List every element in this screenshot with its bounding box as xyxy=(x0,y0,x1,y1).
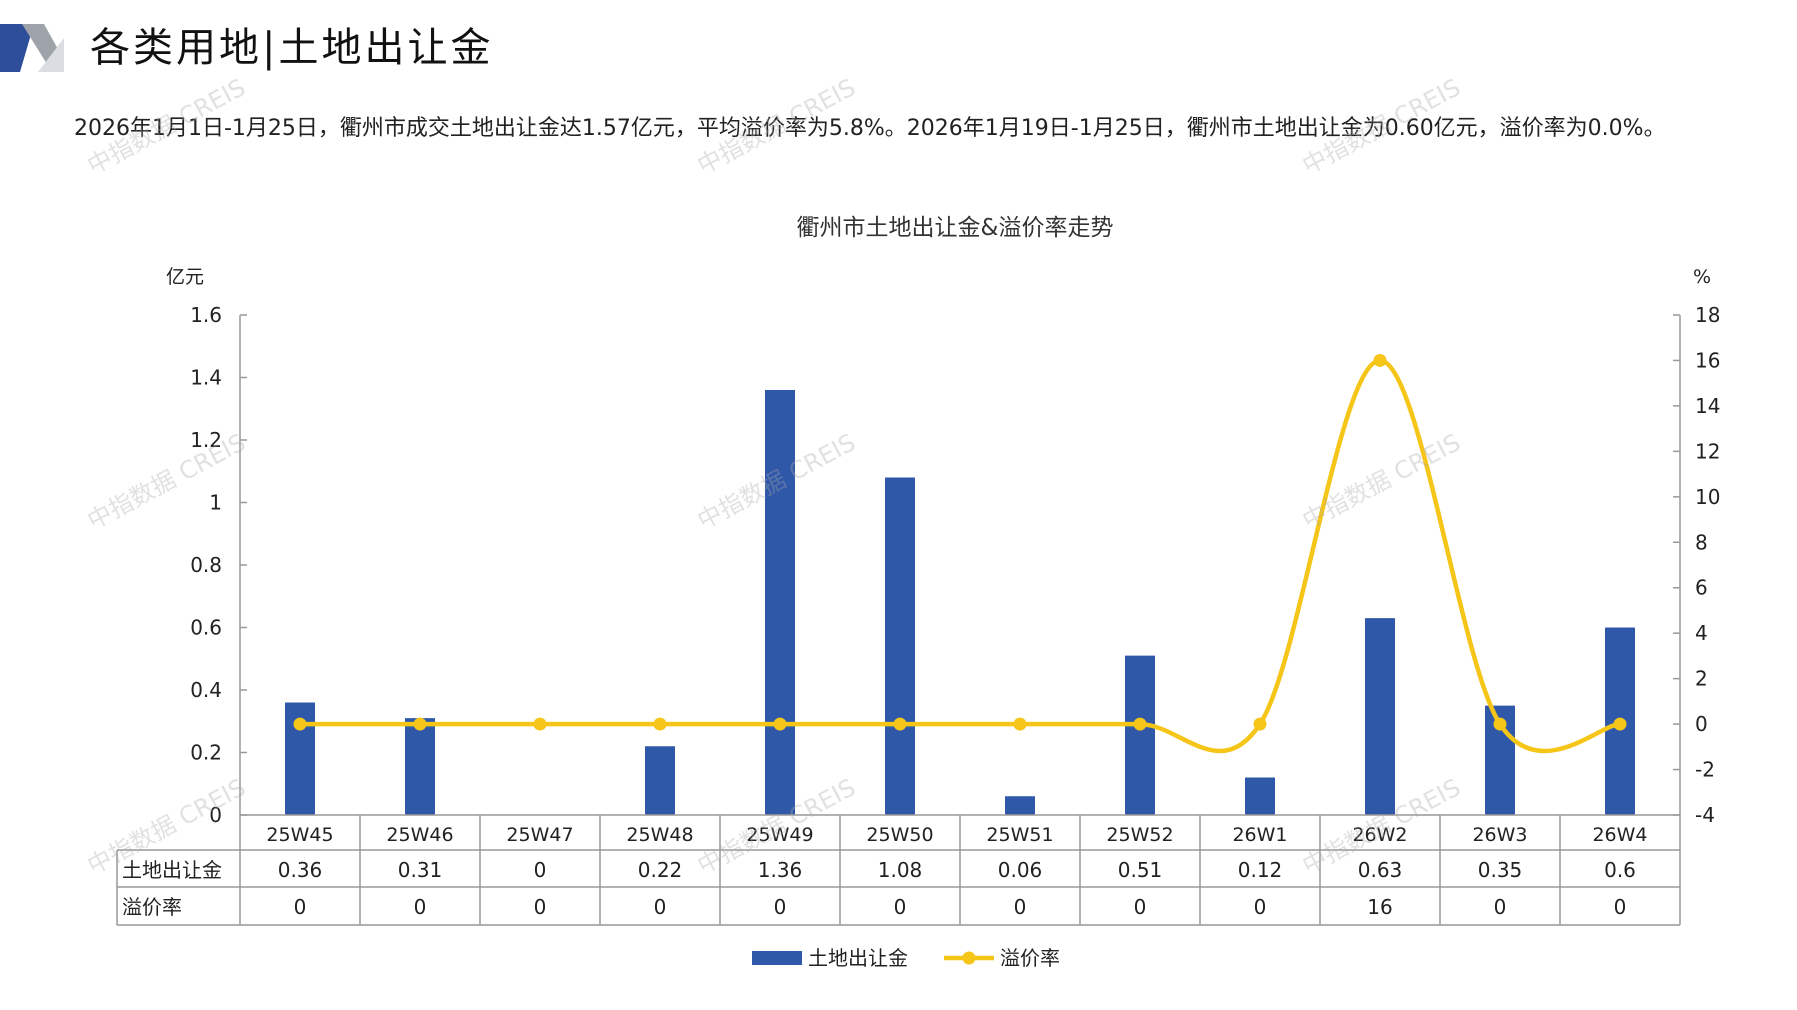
data-label: 0 xyxy=(534,858,547,882)
y-right-tick-label: 18 xyxy=(1695,303,1720,327)
y-right-tick-label: 4 xyxy=(1695,621,1708,645)
legend-line-label: 溢价率 xyxy=(1000,946,1060,970)
bar xyxy=(1365,618,1395,815)
data-label: 0 xyxy=(894,895,907,919)
data-label: 0.63 xyxy=(1358,858,1403,882)
data-label: 0.6 xyxy=(1604,858,1636,882)
x-tick-label: 25W45 xyxy=(266,824,333,846)
bar xyxy=(645,746,675,815)
y-left-tick-label: 0.4 xyxy=(190,678,222,702)
y-left-tick-label: 0.8 xyxy=(190,553,222,577)
data-label: 0 xyxy=(654,895,667,919)
y-right-tick-label: -2 xyxy=(1695,758,1715,782)
y-left-unit-label: 亿元 xyxy=(166,266,204,288)
premium-rate-point xyxy=(653,717,667,731)
data-label: 1.36 xyxy=(758,858,803,882)
legend-line-marker xyxy=(962,951,976,965)
y-left-tick-label: 0 xyxy=(209,803,222,827)
page-title: 各类用地|土地出让金 xyxy=(90,25,494,71)
x-tick-label: 26W3 xyxy=(1472,824,1527,846)
premium-rate-point xyxy=(893,717,907,731)
x-tick-label: 25W46 xyxy=(386,824,453,846)
premium-rate-point xyxy=(1133,717,1147,731)
data-label: 0.51 xyxy=(1118,858,1163,882)
y-left-tick-label: 1.2 xyxy=(190,428,222,452)
data-label: 0 xyxy=(1134,895,1147,919)
table-row-header: 溢价率 xyxy=(122,895,182,919)
premium-rate-point xyxy=(1613,717,1627,731)
x-tick-label: 25W47 xyxy=(506,824,573,846)
x-tick-label: 26W4 xyxy=(1592,824,1647,846)
premium-rate-point xyxy=(1013,717,1027,731)
data-label: 0 xyxy=(294,895,307,919)
data-label: 0.35 xyxy=(1478,858,1523,882)
legend-bar-label: 土地出让金 xyxy=(808,946,908,970)
x-tick-label: 25W51 xyxy=(986,824,1053,846)
premium-rate-line xyxy=(300,358,1621,754)
premium-rate-point xyxy=(293,717,307,731)
data-label: 0.31 xyxy=(398,858,443,882)
table-row-header: 土地出让金 xyxy=(122,858,222,882)
data-label: 0 xyxy=(1014,895,1027,919)
premium-rate-point xyxy=(773,717,787,731)
bar xyxy=(405,718,435,815)
x-tick-label: 25W49 xyxy=(746,824,813,846)
data-label: 0 xyxy=(1494,895,1507,919)
data-label: 1.08 xyxy=(878,858,923,882)
data-label: 0 xyxy=(774,895,787,919)
data-label: 0.06 xyxy=(998,858,1043,882)
bar xyxy=(885,477,915,815)
bar xyxy=(765,390,795,815)
y-right-tick-label: 2 xyxy=(1695,667,1708,691)
x-tick-label: 26W2 xyxy=(1352,824,1407,846)
x-tick-label: 25W48 xyxy=(626,824,693,846)
chart-title: 衢州市土地出让金&溢价率走势 xyxy=(797,215,1114,241)
y-right-tick-label: -4 xyxy=(1695,803,1715,827)
premium-rate-point xyxy=(1373,353,1387,367)
header: 各类用地|土地出让金 xyxy=(0,24,700,72)
premium-rate-point xyxy=(413,717,427,731)
data-label: 0.36 xyxy=(278,858,323,882)
y-right-tick-label: 0 xyxy=(1695,712,1708,736)
y-left-tick-label: 0.6 xyxy=(190,616,222,640)
x-tick-label: 26W1 xyxy=(1232,824,1287,846)
data-label: 0 xyxy=(1614,895,1627,919)
data-label: 0 xyxy=(534,895,547,919)
y-right-tick-label: 8 xyxy=(1695,530,1708,554)
y-left-tick-label: 1.6 xyxy=(190,303,222,327)
y-right-tick-label: 6 xyxy=(1695,576,1708,600)
y-right-tick-label: 10 xyxy=(1695,485,1720,509)
bar xyxy=(1005,796,1035,815)
y-right-tick-label: 12 xyxy=(1695,439,1720,463)
premium-rate-point xyxy=(1493,717,1507,731)
bar xyxy=(1125,655,1155,815)
y-right-unit-label: % xyxy=(1693,266,1711,288)
bar xyxy=(1245,777,1275,815)
y-right-tick-label: 16 xyxy=(1695,348,1720,372)
logo-shape xyxy=(0,24,64,72)
data-label: 16 xyxy=(1367,895,1392,919)
y-right-tick-label: 14 xyxy=(1695,394,1720,418)
y-left-tick-label: 1 xyxy=(209,491,222,515)
data-label: 0 xyxy=(414,895,427,919)
data-label: 0.22 xyxy=(638,858,683,882)
x-tick-label: 25W50 xyxy=(866,824,933,846)
y-left-tick-label: 0.2 xyxy=(190,741,222,765)
summary-text: 2026年1月1日-1月25日，衢州市成交土地出让金达1.57亿元，平均溢价率为… xyxy=(74,116,1666,141)
premium-rate-point xyxy=(533,717,547,731)
y-left-tick-label: 1.4 xyxy=(190,366,222,390)
x-tick-label: 25W52 xyxy=(1106,824,1173,846)
data-label: 0 xyxy=(1254,895,1267,919)
data-label: 0.12 xyxy=(1238,858,1283,882)
premium-rate-point xyxy=(1253,717,1267,731)
legend-bar-swatch xyxy=(752,951,802,965)
